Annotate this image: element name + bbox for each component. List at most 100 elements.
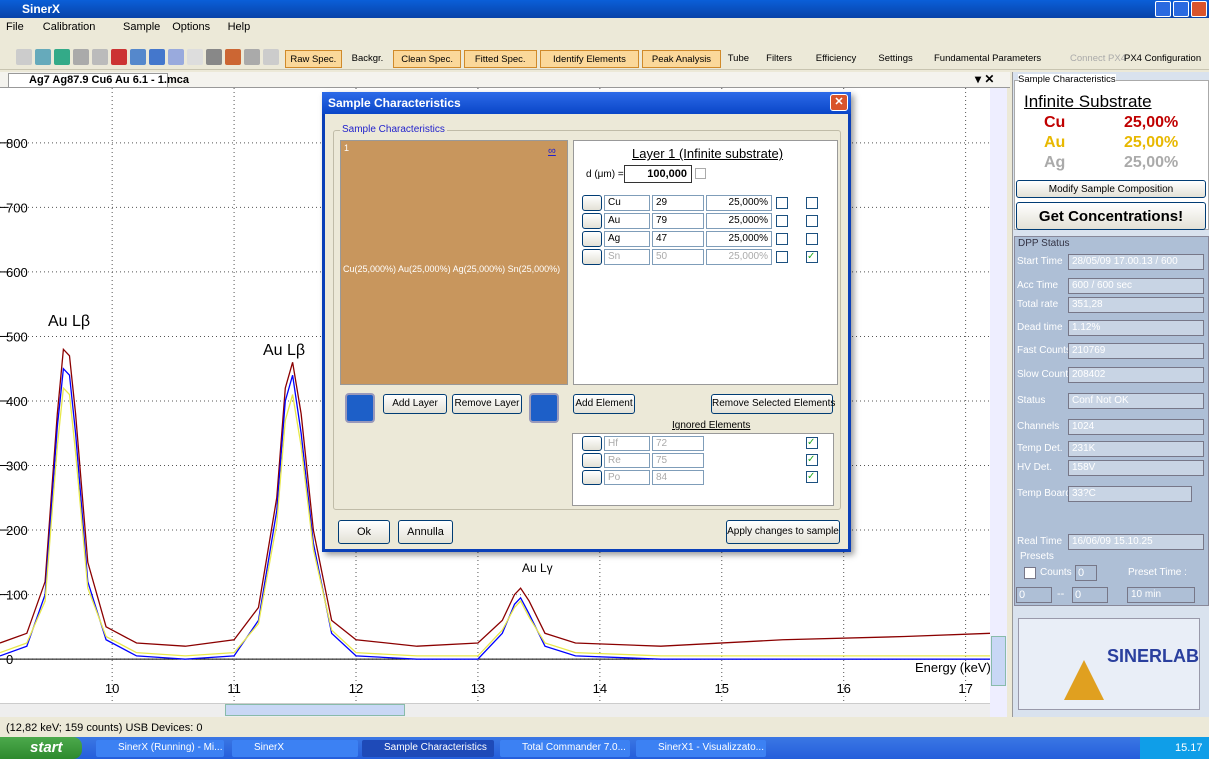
- ignored-z[interactable]: 72: [652, 436, 704, 451]
- window-button[interactable]: [1155, 1, 1171, 17]
- time-select[interactable]: 10 min: [1127, 587, 1195, 603]
- remove-layer-button[interactable]: Remove Layer: [452, 394, 522, 414]
- toolbar-button[interactable]: Clean Spec.: [393, 50, 460, 68]
- ignored-check[interactable]: ✓: [806, 437, 818, 449]
- ignored-button[interactable]: [582, 436, 602, 451]
- toolbar-icon[interactable]: [92, 49, 108, 65]
- toolbar-icon[interactable]: [16, 49, 32, 65]
- element-symbol[interactable]: Ag: [604, 231, 650, 247]
- toolbar-button[interactable]: Settings: [870, 50, 921, 68]
- element-z[interactable]: 47: [652, 231, 704, 247]
- toolbar-icon[interactable]: [263, 49, 279, 65]
- field-label: Temp Board: [1017, 488, 1071, 499]
- toolbar-button[interactable]: Tube: [724, 50, 754, 68]
- modify-button[interactable]: Modify Sample Composition: [1016, 180, 1206, 198]
- taskbar-item[interactable]: SinerX1 - Visualizzato...: [636, 740, 766, 757]
- element-select-button[interactable]: [582, 231, 602, 247]
- ignored-z[interactable]: 84: [652, 470, 704, 485]
- toolbar-button[interactable]: Fundamental Parameters: [924, 50, 1051, 68]
- get-button[interactable]: Get Concentrations!: [1016, 202, 1206, 230]
- remove-elements-button[interactable]: Remove Selected Elements: [711, 394, 833, 414]
- fixed-check[interactable]: [776, 251, 788, 263]
- element-select-button[interactable]: [582, 213, 602, 229]
- counts-check[interactable]: [1024, 567, 1036, 579]
- toolbar-button[interactable]: Identify Elements: [540, 50, 640, 68]
- element-select-button[interactable]: [582, 249, 602, 265]
- menu-item[interactable]: File: [6, 21, 24, 33]
- toolbar-button[interactable]: Connect PX4: [1070, 53, 1126, 64]
- element-percent[interactable]: 25,000%: [706, 231, 772, 247]
- toolbar-icon[interactable]: [168, 49, 184, 65]
- taskbar-item[interactable]: SinerX (Running) - Mi...: [96, 740, 224, 757]
- element-select-button[interactable]: [582, 195, 602, 211]
- up-button[interactable]: [529, 393, 559, 423]
- menu-item[interactable]: Options: [172, 21, 210, 33]
- fixed-check[interactable]: [776, 215, 788, 227]
- element-z[interactable]: 29: [652, 195, 704, 211]
- toolbar-button[interactable]: PX4 Configuration: [1124, 53, 1201, 64]
- ignored-symbol[interactable]: Hf: [604, 436, 650, 451]
- select-check[interactable]: ✓: [806, 251, 818, 263]
- element-symbol[interactable]: Au: [604, 213, 650, 229]
- menu-item[interactable]: Sample: [123, 21, 160, 33]
- ignored-symbol[interactable]: Po: [604, 470, 650, 485]
- toolbar-button[interactable]: Fitted Spec.: [464, 50, 537, 68]
- select-check[interactable]: [806, 197, 818, 209]
- toolbar-icon[interactable]: [73, 49, 89, 65]
- tab[interactable]: Ag7 Ag87.9 Cu6 Au 6.1 - 1.mca: [8, 73, 168, 88]
- menu-item[interactable]: Help: [228, 21, 251, 33]
- toolbar-icon[interactable]: [149, 49, 165, 65]
- taskbar-item[interactable]: Total Commander 7.0...: [500, 740, 630, 757]
- thickness-check[interactable]: [695, 168, 706, 179]
- toolbar-icon[interactable]: [35, 49, 51, 65]
- toolbar-icon[interactable]: [225, 49, 241, 65]
- add-element-button[interactable]: Add Element: [573, 394, 635, 414]
- toolbar-button[interactable]: Filters: [756, 50, 802, 68]
- element-percent[interactable]: 25,000%: [706, 249, 772, 265]
- window-button[interactable]: [1191, 1, 1207, 17]
- fixed-check[interactable]: [776, 197, 788, 209]
- ignored-check[interactable]: ✓: [806, 471, 818, 483]
- down-button[interactable]: [345, 393, 375, 423]
- add-layer-button[interactable]: Add Layer: [383, 394, 447, 414]
- cancel-button[interactable]: Annulla: [398, 520, 453, 544]
- v-scroll-thumb[interactable]: [991, 636, 1006, 686]
- toolbar-button[interactable]: Efficiency: [805, 50, 867, 68]
- toolbar-button[interactable]: Raw Spec.: [285, 50, 342, 68]
- menu-item[interactable]: Calibration: [43, 21, 96, 33]
- taskbar-item[interactable]: SinerX: [232, 740, 358, 757]
- toolbar-icon[interactable]: [130, 49, 146, 65]
- dialog-close[interactable]: ✕: [830, 94, 848, 111]
- ignored-z[interactable]: 75: [652, 453, 704, 468]
- h-scroll-thumb[interactable]: [225, 704, 405, 716]
- fixed-check[interactable]: [776, 233, 788, 245]
- ignored-check[interactable]: ✓: [806, 454, 818, 466]
- toolbar-icon[interactable]: [111, 49, 127, 65]
- toolbar-icon[interactable]: [206, 49, 222, 65]
- select-check[interactable]: [806, 233, 818, 245]
- select-check[interactable]: [806, 215, 818, 227]
- close-tab[interactable]: ▾ ✕: [975, 72, 994, 86]
- element-z[interactable]: 79: [652, 213, 704, 229]
- page: body{margin:0;width:1209px;height:759px;…: [0, 0, 1209, 759]
- toolbar-button[interactable]: Backgr.: [345, 50, 391, 68]
- ignored-button[interactable]: [582, 453, 602, 468]
- toolbar-icon[interactable]: [54, 49, 70, 65]
- element-percent[interactable]: 25,000%: [706, 195, 772, 211]
- ok-button[interactable]: Ok: [338, 520, 390, 544]
- element-percent[interactable]: 25,000%: [706, 213, 772, 229]
- apply-button[interactable]: Apply changes to sample: [726, 520, 840, 544]
- taskbar-item[interactable]: Sample Characteristics: [362, 740, 494, 757]
- window-button[interactable]: [1173, 1, 1189, 17]
- element-z[interactable]: 50: [652, 249, 704, 265]
- toolbar-icon[interactable]: [187, 49, 203, 65]
- thickness-field[interactable]: 100,000: [624, 165, 692, 183]
- element-symbol[interactable]: Sn: [604, 249, 650, 265]
- toolbar-icon[interactable]: [244, 49, 260, 65]
- ignored-symbol[interactable]: Re: [604, 453, 650, 468]
- start-button[interactable]: start: [0, 737, 82, 759]
- ignored-button[interactable]: [582, 470, 602, 485]
- y-tick-label: 300: [6, 459, 28, 474]
- toolbar-button[interactable]: Peak Analysis: [642, 50, 720, 68]
- element-symbol[interactable]: Cu: [604, 195, 650, 211]
